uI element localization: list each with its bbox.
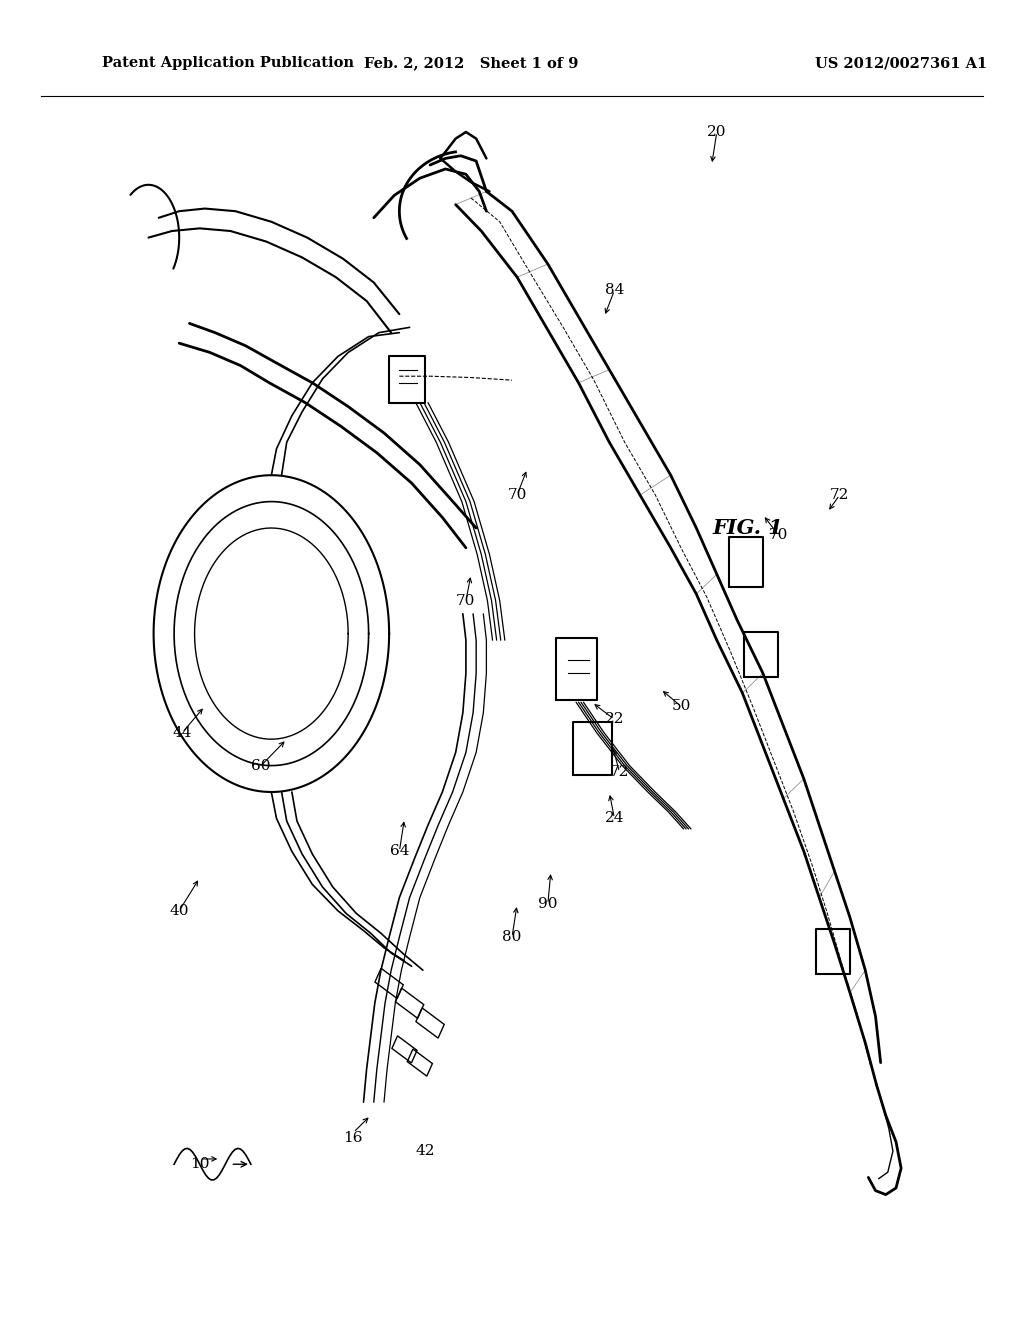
Text: Patent Application Publication: Patent Application Publication: [102, 57, 354, 70]
Text: 70: 70: [457, 594, 475, 607]
Text: FIG. 1: FIG. 1: [712, 517, 783, 539]
Text: 20: 20: [707, 125, 727, 139]
Text: 70: 70: [769, 528, 787, 541]
Text: 72: 72: [610, 766, 629, 779]
Text: 72: 72: [830, 488, 849, 502]
Text: 90: 90: [538, 898, 558, 911]
Text: 70: 70: [508, 488, 526, 502]
Text: US 2012/0027361 A1: US 2012/0027361 A1: [815, 57, 987, 70]
Text: 64: 64: [389, 845, 410, 858]
Text: 60: 60: [251, 759, 271, 772]
Text: 42: 42: [415, 1144, 435, 1158]
Text: 40: 40: [169, 904, 189, 917]
Text: 84: 84: [605, 284, 624, 297]
Text: 10: 10: [189, 1158, 210, 1171]
Text: Feb. 2, 2012   Sheet 1 of 9: Feb. 2, 2012 Sheet 1 of 9: [364, 57, 579, 70]
Text: 22: 22: [604, 713, 625, 726]
Text: 44: 44: [172, 726, 193, 739]
Text: 16: 16: [343, 1131, 364, 1144]
Text: 50: 50: [672, 700, 690, 713]
Text: 24: 24: [604, 812, 625, 825]
Text: 80: 80: [503, 931, 521, 944]
